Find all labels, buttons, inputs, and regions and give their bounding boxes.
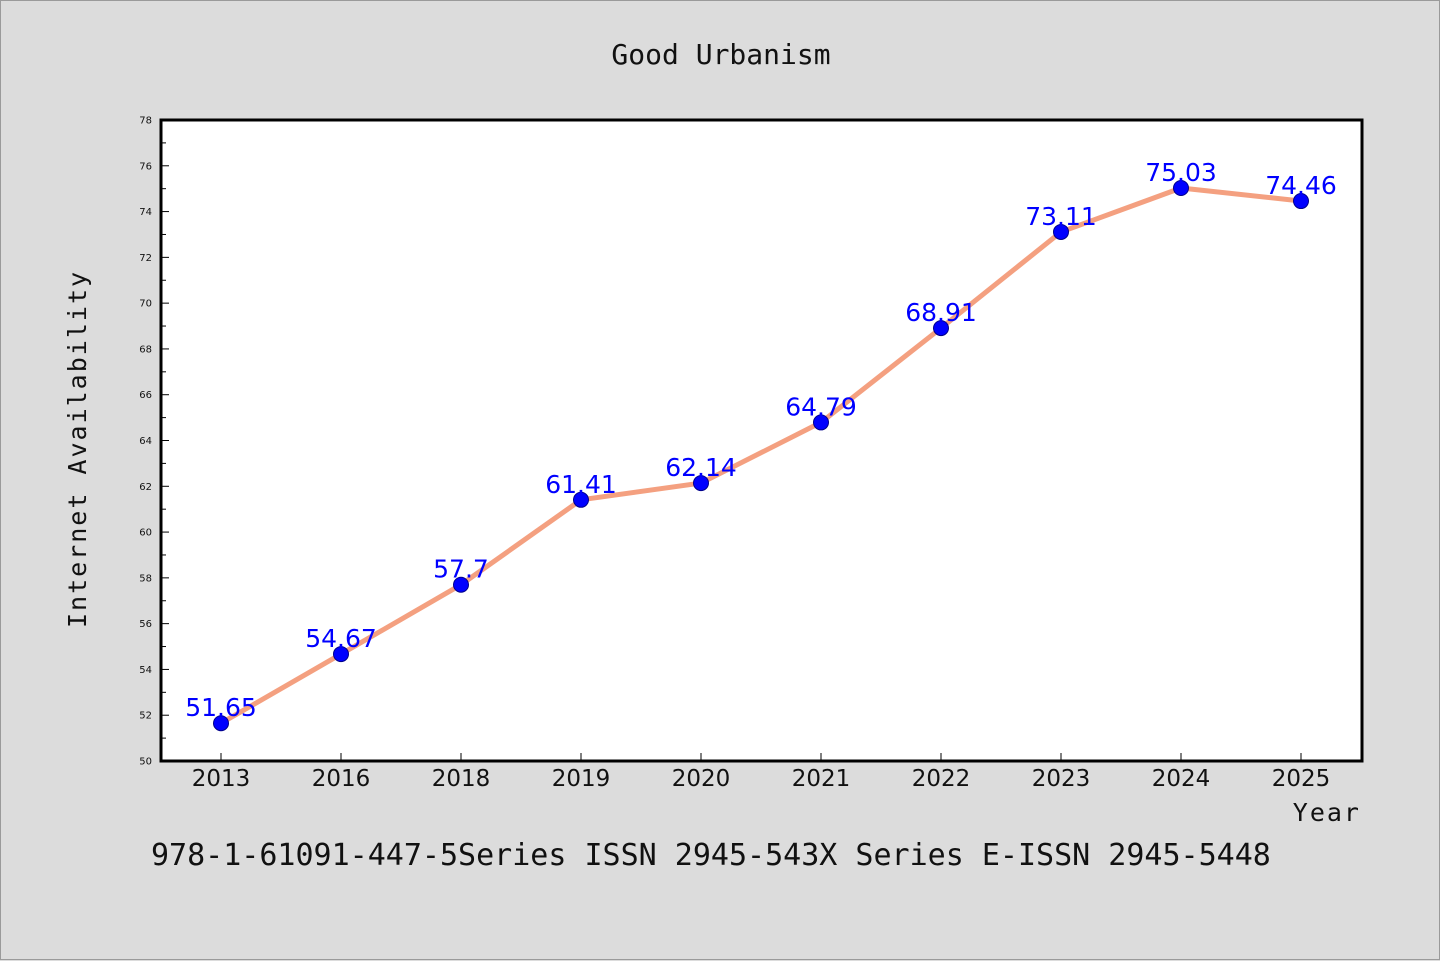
x-tick-label: 2019 (552, 766, 611, 792)
data-labels: 51.65 54.67 57.7 61.41 62.14 64.79 68.91 73.11 7… (185, 158, 1337, 722)
x-tick-label: 2013 (192, 766, 251, 792)
data-point (1173, 179, 1189, 196)
y-tick-label: 74 (139, 207, 152, 218)
y-tick-label: 62 (139, 482, 152, 493)
data-label: 68.91 (905, 298, 977, 327)
x-tick-label: 2024 (1152, 766, 1211, 792)
y-tick-label: 60 (139, 528, 152, 539)
x-tick-label: 2021 (792, 766, 851, 792)
data-label: 75.03 (1145, 158, 1217, 187)
data-point (1293, 193, 1309, 210)
x-tick-label: 2023 (1032, 766, 1091, 792)
y-axis: 50 52 54 56 58 60 62 64 66 68 70 72 74 76 78 (139, 116, 169, 768)
y-tick-label: 70 (139, 299, 152, 310)
data-label: 57.7 (433, 555, 489, 584)
y-tick-label: 68 (139, 344, 152, 355)
data-label: 73.11 (1025, 202, 1097, 231)
x-tick-label: 2025 (1272, 766, 1331, 792)
y-tick-label: 78 (139, 116, 152, 127)
chart-title: Good Urbanism (611, 38, 830, 71)
footer-isbn-text: 978-1-61091-447-5Series ISSN 2945-543X S… (151, 838, 1271, 873)
plot-area (159, 118, 1364, 763)
data-point (453, 576, 469, 593)
data-point (693, 475, 709, 492)
data-label: 62.14 (665, 453, 737, 482)
y-tick-label: 54 (139, 665, 152, 676)
x-tick-label: 2022 (912, 766, 971, 792)
y-tick-label: 64 (139, 436, 152, 447)
y-tick-label: 56 (139, 619, 152, 630)
data-label: 64.79 (785, 392, 857, 421)
data-point (213, 715, 229, 732)
y-tick-label: 52 (139, 711, 152, 722)
data-point (1053, 223, 1069, 240)
series-polyline (219, 185, 1302, 726)
series-line (213, 179, 1309, 732)
y-tick-label: 72 (139, 253, 152, 264)
x-axis-label: Year (1293, 798, 1361, 827)
y-tick-label: 50 (139, 757, 152, 768)
y-tick-label: 76 (139, 161, 152, 172)
data-point (573, 491, 589, 508)
data-label: 74.46 (1265, 171, 1337, 200)
x-tick-label: 2018 (432, 766, 491, 792)
data-label: 54.67 (305, 624, 377, 653)
y-tick-label: 66 (139, 390, 152, 401)
y-tick-label: 58 (139, 573, 152, 584)
data-point (813, 414, 829, 431)
x-tick-label: 2020 (672, 766, 731, 792)
data-point (333, 646, 349, 663)
x-tick-label: 2016 (312, 766, 371, 792)
y-axis-label: Internet Availability (63, 270, 92, 628)
data-point (933, 320, 949, 337)
x-axis: 2013 2016 2018 2019 2020 2021 2022 2023 2024 2025 (192, 753, 1331, 792)
data-label: 61.41 (545, 470, 617, 499)
data-label: 51.65 (185, 693, 257, 722)
